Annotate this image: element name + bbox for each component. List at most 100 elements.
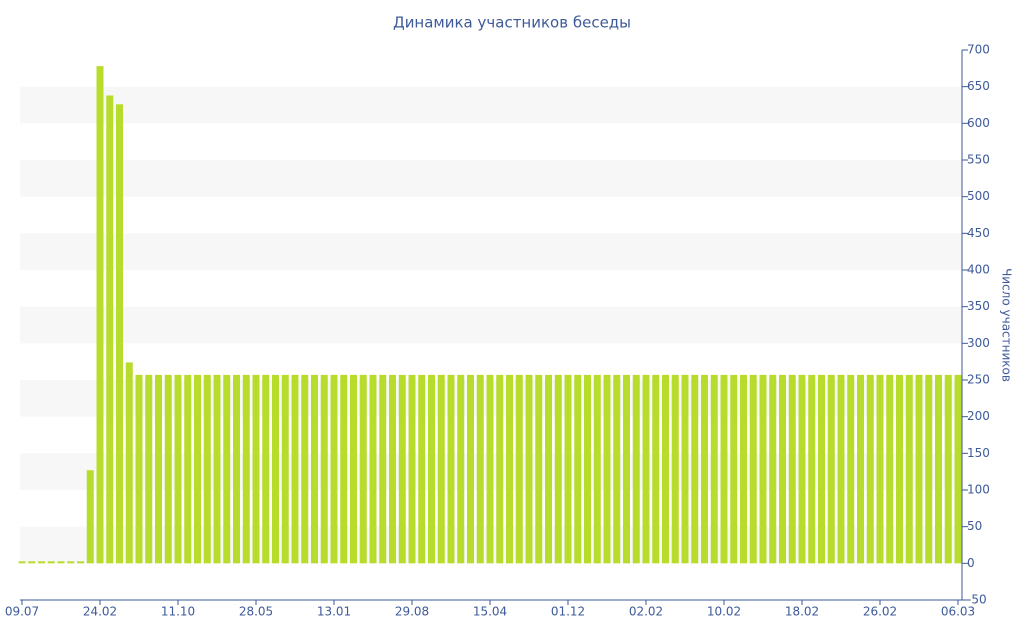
bar <box>613 374 621 564</box>
bar <box>233 374 240 564</box>
bar <box>213 374 221 564</box>
y-tick-label: 350 <box>967 299 990 313</box>
bar <box>311 374 318 564</box>
x-tick-label: 29.08 <box>395 605 429 619</box>
bar <box>203 374 211 564</box>
bar <box>535 374 543 564</box>
y-tick-label: 200 <box>967 409 990 423</box>
bar <box>320 374 328 564</box>
bar <box>603 374 611 564</box>
bar <box>671 374 679 564</box>
bar <box>330 374 338 564</box>
bar <box>437 374 445 564</box>
bar <box>135 374 143 564</box>
bar <box>652 374 660 564</box>
x-tick-label: 02.02 <box>629 605 663 619</box>
bar <box>593 374 601 564</box>
grid-band <box>20 306 962 344</box>
bar <box>905 374 913 564</box>
bar <box>584 374 591 564</box>
bar <box>525 374 533 564</box>
bar <box>876 374 884 564</box>
bar <box>116 104 123 564</box>
bar <box>223 374 231 564</box>
bar <box>340 374 348 564</box>
x-tick-label: 13.01 <box>317 605 351 619</box>
bar <box>730 374 738 564</box>
bar <box>155 374 162 564</box>
bar <box>86 470 94 564</box>
bar <box>281 374 289 564</box>
bar <box>564 374 572 564</box>
bar <box>847 374 855 564</box>
bar <box>662 374 669 564</box>
grid-band <box>20 233 962 270</box>
bar <box>77 561 84 564</box>
x-tick-label: 28.05 <box>239 605 273 619</box>
y-tick-label: 300 <box>967 336 990 350</box>
bar <box>125 362 133 564</box>
bar <box>408 374 416 564</box>
y-tick-label: 550 <box>967 153 990 167</box>
x-tick-label: 10.02 <box>707 605 741 619</box>
y-tick-label: 650 <box>967 79 990 93</box>
bar <box>350 374 357 564</box>
bar <box>262 374 270 564</box>
bar <box>935 374 942 564</box>
bar <box>242 374 250 564</box>
x-tick-label: 24.02 <box>83 605 117 619</box>
bar <box>896 374 903 564</box>
x-tick-label: 06.03 <box>941 605 975 619</box>
bar <box>886 374 894 564</box>
y-tick-label: 450 <box>967 226 990 240</box>
bar <box>67 561 75 564</box>
bar <box>359 374 367 564</box>
bar <box>554 374 562 564</box>
bar <box>486 374 494 564</box>
bar <box>808 374 816 564</box>
bar <box>545 374 552 564</box>
bar <box>301 374 309 564</box>
grid-band <box>20 160 962 197</box>
bar <box>418 374 426 564</box>
bar <box>691 374 699 564</box>
bar <box>759 374 767 564</box>
bar <box>925 374 933 564</box>
bar <box>252 374 260 564</box>
bar <box>96 66 104 564</box>
x-tick-label: 15.04 <box>473 605 507 619</box>
x-tick-label: 01.12 <box>551 605 585 619</box>
y-axis-label: Число участников <box>1000 268 1014 382</box>
bar <box>632 374 640 564</box>
y-tick-label: 0 <box>967 556 975 570</box>
x-tick-label: 09.07 <box>5 605 39 619</box>
bar <box>954 374 962 564</box>
y-tick-label: 50 <box>967 519 982 533</box>
y-tick-label: 100 <box>967 483 990 497</box>
bar <box>18 561 26 564</box>
bar <box>389 374 396 564</box>
bar <box>749 374 757 564</box>
bar <box>710 374 718 564</box>
bar <box>788 374 796 564</box>
bar <box>28 561 36 564</box>
bar <box>515 374 523 564</box>
y-tick-label: 700 <box>967 43 990 57</box>
bar <box>720 374 728 564</box>
x-tick-label: 26.02 <box>863 605 897 619</box>
chart-title: Динамика участников беседы <box>393 14 631 32</box>
bar <box>428 374 435 564</box>
bar <box>398 374 406 564</box>
bar <box>496 374 504 564</box>
bar <box>740 374 747 564</box>
bar <box>174 374 182 564</box>
bar <box>467 374 474 564</box>
grid-band <box>20 86 962 124</box>
bar <box>164 374 172 564</box>
bar <box>623 374 630 564</box>
bar <box>769 374 777 564</box>
bar <box>457 374 465 564</box>
bar <box>145 374 153 564</box>
bar <box>506 374 513 564</box>
